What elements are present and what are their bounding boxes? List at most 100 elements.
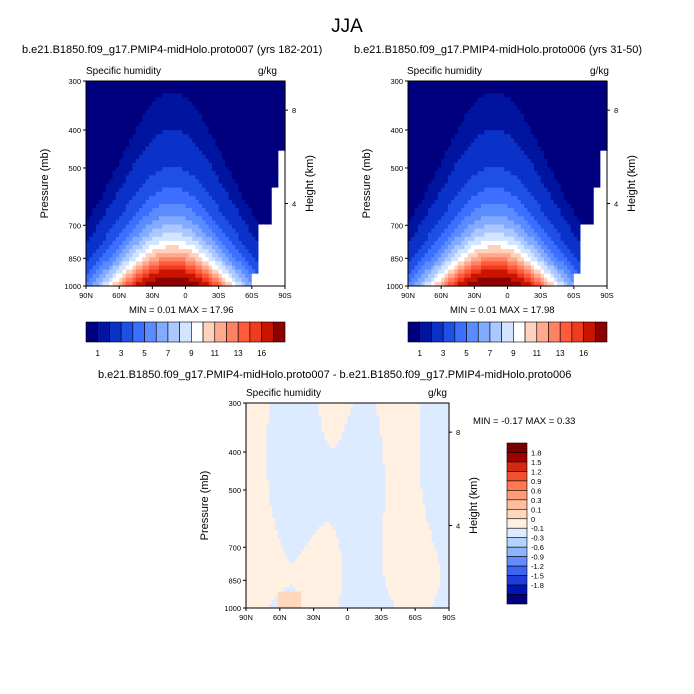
field-cell (245, 236, 250, 242)
field-cell (570, 97, 575, 103)
field-cell (454, 146, 459, 152)
field-cell (99, 277, 104, 283)
field-cell (205, 179, 210, 185)
field-cell (215, 281, 220, 287)
field-cell (451, 179, 456, 185)
field-cell (115, 249, 120, 254)
field-cell (281, 191, 286, 197)
field-cell (109, 89, 114, 94)
field-cell (218, 261, 223, 267)
field-cell (593, 183, 598, 189)
field-cell (480, 154, 485, 160)
field-cell (441, 163, 446, 168)
field-cell (281, 224, 286, 230)
field-cell (421, 113, 426, 119)
field-cell (587, 150, 592, 156)
field-cell (192, 191, 197, 197)
field-cell (265, 183, 270, 189)
field-cell (132, 240, 137, 246)
field-cell (494, 117, 499, 123)
field-cell (490, 163, 495, 168)
field-cell (149, 183, 153, 189)
field-cell (255, 199, 260, 205)
field-cell (248, 81, 253, 86)
field-cell (215, 261, 220, 267)
field-cell (228, 175, 233, 180)
field-cell (178, 204, 183, 209)
field-cell (105, 199, 110, 205)
field-cell (235, 171, 240, 176)
field-cell (86, 277, 90, 283)
field-cell (408, 163, 412, 168)
field-cell (560, 183, 565, 189)
field-cell (125, 212, 130, 217)
field-cell (102, 204, 107, 209)
field-cell (162, 183, 167, 189)
field-cell (92, 171, 97, 176)
field-cell (235, 261, 240, 267)
field-cell (92, 163, 97, 168)
field-cell (145, 105, 150, 111)
field-cell (122, 249, 127, 254)
field-cell (218, 265, 223, 271)
field-cell (271, 281, 276, 287)
field-cell (484, 126, 489, 131)
field-cell (563, 208, 568, 213)
field-cell (149, 199, 153, 205)
field-cell (457, 150, 462, 156)
field-cell (467, 85, 472, 90)
field-cell (524, 89, 528, 94)
field-cell (454, 101, 459, 107)
field-cell (258, 199, 263, 205)
field-cell (474, 97, 479, 103)
field-cell (225, 158, 230, 164)
field-cell (265, 158, 270, 164)
field-cell (441, 134, 446, 139)
field-cell (261, 261, 266, 267)
field-cell (155, 113, 160, 119)
field-cell (464, 93, 469, 98)
field-cell (122, 109, 127, 115)
field-cell (139, 269, 143, 275)
field-cell (192, 117, 197, 123)
field-cell (162, 175, 167, 180)
field-cell (115, 277, 120, 283)
field-cell (441, 93, 446, 98)
field-cell (182, 122, 187, 127)
field-cell (547, 146, 552, 152)
field-cell (188, 158, 193, 164)
field-cell (158, 158, 163, 164)
field-cell (477, 175, 482, 180)
field-cell (474, 179, 479, 185)
field-cell (245, 163, 250, 168)
field-cell (142, 199, 147, 205)
field-cell (457, 134, 462, 139)
field-cell (265, 236, 270, 242)
field-cell (218, 175, 223, 180)
field-cell (537, 158, 542, 164)
field-cell (480, 117, 485, 123)
field-cell (275, 191, 279, 197)
field-cell (195, 89, 200, 94)
field-cell (444, 179, 449, 185)
field-cell (122, 97, 127, 103)
field-cell (517, 187, 522, 193)
field-cell (162, 134, 167, 139)
field-cell (427, 126, 432, 131)
field-cell (172, 187, 177, 193)
field-cell (563, 187, 568, 193)
field-cell (587, 93, 592, 98)
field-cell (192, 232, 197, 238)
field-cell (235, 93, 240, 98)
field-cell (188, 277, 193, 283)
field-cell (557, 109, 562, 115)
field-cell (198, 138, 203, 144)
field-cell (231, 216, 236, 221)
field-cell (235, 89, 240, 94)
field-cell (122, 150, 127, 156)
field-cell (553, 208, 558, 213)
field-cell (268, 216, 273, 221)
field-cell (278, 204, 283, 209)
field-cell (590, 142, 595, 148)
field-cell (494, 208, 499, 213)
